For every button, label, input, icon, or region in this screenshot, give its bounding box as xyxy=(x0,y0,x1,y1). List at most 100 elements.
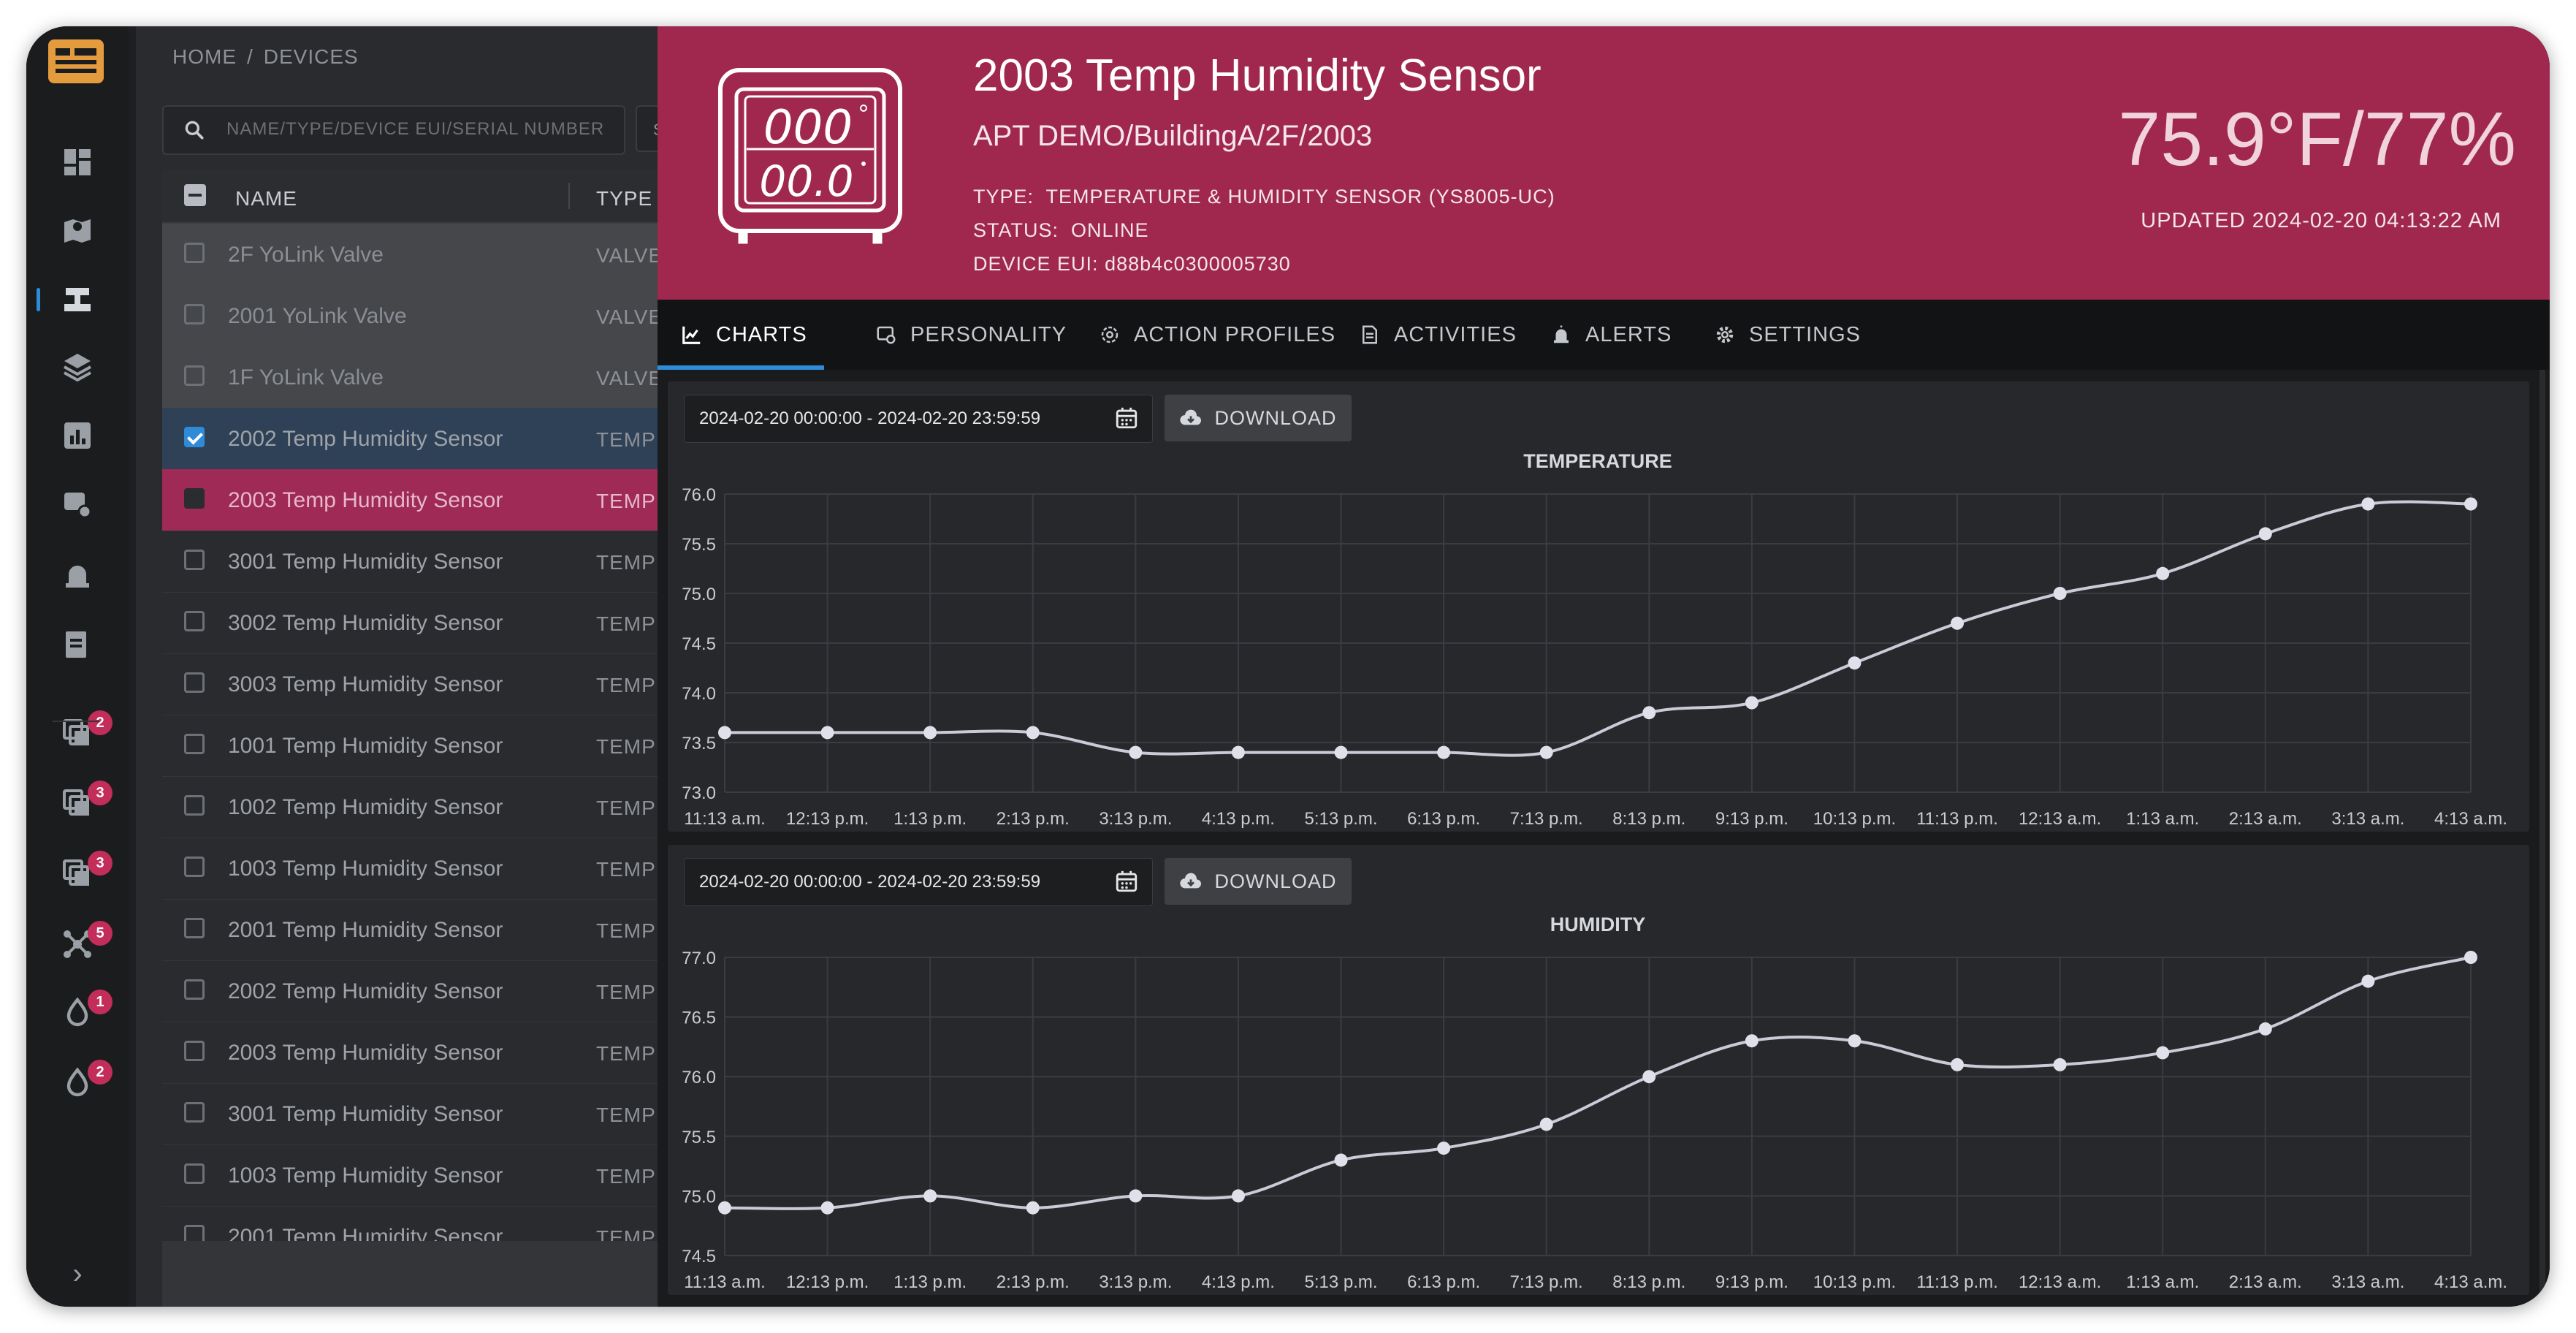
calendar-icon[interactable] xyxy=(1114,869,1139,894)
data-point[interactable] xyxy=(1334,1153,1348,1167)
row-checkbox[interactable] xyxy=(184,979,205,1000)
row-checkbox[interactable] xyxy=(184,795,205,816)
search-input[interactable] xyxy=(225,114,608,145)
breadcrumb-home[interactable]: HOME xyxy=(172,45,237,68)
device-row[interactable]: 3003 Temp Humidity SensorTEMPERATURE xyxy=(162,653,684,715)
device-name[interactable]: 2002 Temp Humidity Sensor xyxy=(228,427,503,451)
data-point[interactable] xyxy=(1745,696,1758,710)
app-logo-icon[interactable] xyxy=(48,39,104,83)
row-checkbox[interactable] xyxy=(184,1041,205,1061)
device-row[interactable]: 3001 Temp Humidity SensorTEMPERATURE xyxy=(162,1083,684,1145)
data-point[interactable] xyxy=(2156,566,2170,580)
data-point[interactable] xyxy=(1848,1034,1861,1048)
data-point[interactable] xyxy=(1334,745,1348,759)
calendar-icon[interactable] xyxy=(1114,406,1139,430)
data-point[interactable] xyxy=(1026,1201,1040,1215)
device-name[interactable]: 3001 Temp Humidity Sensor xyxy=(228,1102,503,1126)
data-point[interactable] xyxy=(1848,656,1861,670)
data-point[interactable] xyxy=(2156,1046,2170,1060)
device-name[interactable]: 2002 Temp Humidity Sensor xyxy=(228,979,503,1003)
device-name[interactable]: 1002 Temp Humidity Sensor xyxy=(228,795,503,819)
row-checkbox[interactable] xyxy=(184,1163,205,1184)
device-name[interactable]: 2F YoLink Valve xyxy=(228,243,384,267)
rail-item-dashboard[interactable] xyxy=(26,133,129,191)
device-name[interactable]: 2003 Temp Humidity Sensor xyxy=(228,1041,503,1065)
rail-item-rules[interactable] xyxy=(26,475,129,533)
column-header-type[interactable]: TYPE xyxy=(596,187,653,210)
data-point[interactable] xyxy=(2464,497,2477,511)
device-row[interactable]: 3001 Temp Humidity SensorTEMPERATURE xyxy=(162,531,684,593)
data-point[interactable] xyxy=(2464,951,2477,964)
data-point[interactable] xyxy=(2258,527,2272,541)
rail-item-group-8[interactable]: 2 xyxy=(26,705,129,763)
tab-charts[interactable]: CHARTS xyxy=(681,300,807,370)
data-point[interactable] xyxy=(1231,745,1245,759)
device-row[interactable]: 2002 Temp Humidity SensorTEMPERATURE xyxy=(162,408,684,470)
data-point[interactable] xyxy=(820,1201,834,1215)
tab-alerts[interactable]: ALERTS xyxy=(1550,300,1672,370)
device-row[interactable]: 1002 Temp Humidity SensorTEMPERATURE xyxy=(162,776,684,838)
device-name[interactable]: 3002 Temp Humidity Sensor xyxy=(228,611,503,635)
download-button[interactable]: DOWNLOAD xyxy=(1165,858,1352,905)
row-checkbox[interactable] xyxy=(184,611,205,631)
tab-action-profiles[interactable]: ACTION PROFILES xyxy=(1099,300,1335,370)
device-name[interactable]: 1F YoLink Valve xyxy=(228,365,384,390)
device-name[interactable]: 1003 Temp Humidity Sensor xyxy=(228,1163,503,1188)
row-checkbox[interactable] xyxy=(184,304,205,324)
tab-settings[interactable]: SETTINGS xyxy=(1714,300,1861,370)
device-name[interactable]: 1001 Temp Humidity Sensor xyxy=(228,734,503,758)
device-row[interactable]: 2003 Temp Humidity SensorTEMPERATURE xyxy=(162,469,684,531)
device-name[interactable]: 3003 Temp Humidity Sensor xyxy=(228,672,503,696)
data-point[interactable] xyxy=(2053,1057,2067,1071)
data-point[interactable] xyxy=(1539,745,1553,759)
device-name[interactable]: 2003 Temp Humidity Sensor xyxy=(228,488,503,512)
row-checkbox[interactable] xyxy=(184,672,205,693)
row-checkbox[interactable] xyxy=(184,918,205,938)
expand-rail-chevron-icon[interactable]: › xyxy=(72,1257,83,1290)
data-point[interactable] xyxy=(1951,1057,1965,1071)
data-point[interactable] xyxy=(718,1201,731,1215)
row-checkbox[interactable] xyxy=(184,734,205,754)
device-row[interactable]: 1003 Temp Humidity SensorTEMPERATURE xyxy=(162,1144,684,1207)
rail-item-group-9[interactable]: 3 xyxy=(26,775,129,833)
rail-item-reports[interactable] xyxy=(26,406,129,465)
data-point[interactable] xyxy=(2053,587,2067,600)
device-name[interactable]: 2001 Temp Humidity Sensor xyxy=(228,918,503,942)
tab-personality[interactable]: PERSONALITY xyxy=(875,300,1067,370)
data-point[interactable] xyxy=(820,726,834,740)
data-point[interactable] xyxy=(1745,1034,1758,1048)
data-point[interactable] xyxy=(718,726,731,740)
data-point[interactable] xyxy=(1642,706,1656,720)
date-range-input[interactable]: 2024-02-20 00:00:00 - 2024-02-20 23:59:5… xyxy=(684,858,1153,906)
tab-activities[interactable]: ACTIVITIES xyxy=(1359,300,1517,370)
download-button[interactable]: DOWNLOAD xyxy=(1165,395,1352,441)
device-row[interactable]: 3002 Temp Humidity SensorTEMPERATURE xyxy=(162,592,684,654)
device-name[interactable]: 3001 Temp Humidity Sensor xyxy=(228,550,503,574)
row-checkbox[interactable] xyxy=(184,857,205,877)
device-row[interactable]: 1003 Temp Humidity SensorTEMPERATURE xyxy=(162,838,684,900)
row-checkbox[interactable] xyxy=(184,488,205,509)
device-name[interactable]: 1003 Temp Humidity Sensor xyxy=(228,857,503,881)
data-point[interactable] xyxy=(923,1189,937,1203)
data-point[interactable] xyxy=(1129,745,1143,759)
data-point[interactable] xyxy=(1642,1070,1656,1084)
row-checkbox[interactable] xyxy=(184,365,205,386)
row-checkbox[interactable] xyxy=(184,427,205,447)
rail-item-water-drop-12[interactable]: 1 xyxy=(26,984,129,1042)
data-point[interactable] xyxy=(923,726,937,740)
column-divider[interactable] xyxy=(568,183,570,209)
select-all-checkbox[interactable] xyxy=(184,184,206,206)
device-row[interactable]: 2003 Temp Humidity SensorTEMPERATURE xyxy=(162,1022,684,1084)
rail-item-map[interactable] xyxy=(26,202,129,260)
row-checkbox[interactable] xyxy=(184,550,205,570)
rail-item-network-11[interactable]: 5 xyxy=(26,915,129,973)
date-range-input[interactable]: 2024-02-20 00:00:00 - 2024-02-20 23:59:5… xyxy=(684,395,1153,443)
data-point[interactable] xyxy=(1129,1189,1143,1203)
data-point[interactable] xyxy=(1437,1142,1451,1155)
device-name[interactable]: 2001 YoLink Valve xyxy=(228,304,407,328)
detail-scrollbar[interactable] xyxy=(2539,370,2545,1307)
rail-item-layers[interactable] xyxy=(26,338,129,396)
